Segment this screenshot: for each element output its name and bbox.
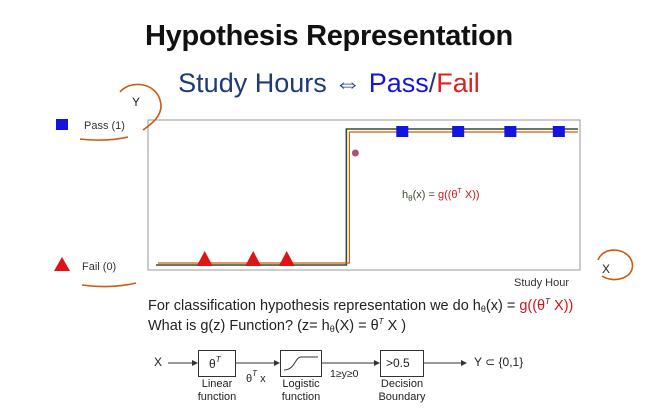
line2-T: T xyxy=(378,317,384,326)
linear-box-symbol: θT xyxy=(209,355,221,371)
arrow-input-head xyxy=(192,360,198,366)
legend-pass-label: Pass (1) xyxy=(84,120,125,132)
line2-start: What is g(z) Function? (z= h xyxy=(148,318,330,334)
y-axis-swoop xyxy=(119,83,162,131)
logistic-function-label: Logistic function xyxy=(281,378,321,403)
linear-function-box: θT xyxy=(198,350,236,377)
line1-T: T xyxy=(545,297,551,306)
pass-point xyxy=(552,126,565,137)
y-axis-handwritten: Y xyxy=(132,95,140,109)
arrow-linear-logistic-head xyxy=(274,360,280,366)
line1-theta-sub: θ xyxy=(480,304,486,314)
flow-output: Y ⊂ {0,1} xyxy=(474,355,524,369)
decision-boundary-box: >0.5 xyxy=(380,350,424,377)
subtitle-fail: Fail xyxy=(436,68,480,98)
x-axis-loop xyxy=(597,249,634,281)
pass-point xyxy=(452,126,465,137)
edge2-label: 1≥y≥0 xyxy=(330,368,359,380)
gz-question-text: What is g(z) Function? (z= hθ(X) = θT X … xyxy=(148,317,406,334)
step-function-ink-line xyxy=(158,131,578,264)
logistic-function-box xyxy=(280,350,322,377)
pointer-dot xyxy=(351,149,359,157)
slide-subtitle: Study Hours ⇔ Pass/Fail xyxy=(0,68,658,99)
x-axis-label: Study Hour xyxy=(514,277,569,289)
subtitle-slash: / xyxy=(428,68,437,98)
subtitle-part1: Study Hours ⇔ xyxy=(178,68,369,98)
line2-theta-sub: θ xyxy=(329,324,335,334)
arrow-logistic-decision-head xyxy=(374,360,380,366)
sigmoid-icon xyxy=(283,356,318,371)
classification-text: For classification hypothesis representa… xyxy=(148,297,573,314)
step-function-line xyxy=(156,128,578,266)
linear-function-label: Linear function xyxy=(197,378,237,403)
fail-point xyxy=(196,251,213,266)
line1-start: For classification hypothesis representa… xyxy=(148,298,481,314)
legend-fail-marker xyxy=(54,257,70,271)
subtitle-pass: Pass xyxy=(368,68,429,98)
edge1-label: θT x xyxy=(246,369,266,385)
fail-point xyxy=(245,251,262,266)
line2-mid: (X) = θ xyxy=(334,318,379,334)
arrow-decision-output-head xyxy=(461,360,467,366)
pass-point xyxy=(504,126,517,137)
pass-point xyxy=(396,126,409,137)
decision-box-symbol: >0.5 xyxy=(386,356,410,370)
x-axis-handwritten: X xyxy=(602,262,610,276)
decision-boundary-label: Decision Boundary xyxy=(378,378,426,403)
fail-underline xyxy=(81,282,137,288)
legend-pass-marker xyxy=(56,119,68,130)
hypothesis-formula: hθ(x) = g((θT X)) xyxy=(402,188,480,203)
pass-underline xyxy=(79,136,129,141)
line1-end: X)) xyxy=(550,298,574,314)
line1-g: g((θ xyxy=(519,298,546,314)
legend-fail-label: Fail (0) xyxy=(82,261,116,273)
plot-frame xyxy=(147,119,581,271)
line1-mid: (x) = xyxy=(485,298,520,314)
fail-point xyxy=(278,251,295,266)
slide-title: Hypothesis Representation xyxy=(145,20,513,52)
line2-end: X ) xyxy=(383,318,407,334)
flow-input: X xyxy=(154,355,163,369)
